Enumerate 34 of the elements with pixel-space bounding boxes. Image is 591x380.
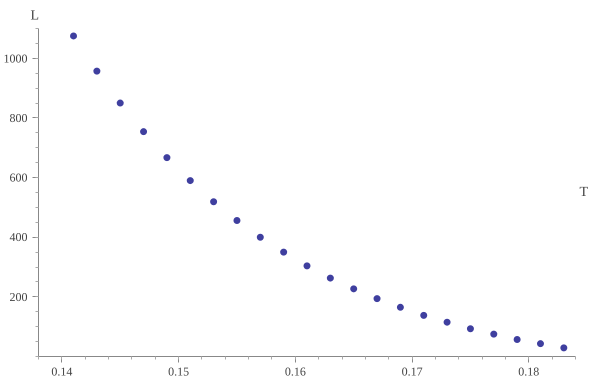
y-axis-title: L: [30, 8, 40, 24]
point: [70, 32, 78, 40]
point: [536, 340, 544, 348]
x-axis-title: T: [580, 185, 588, 200]
point: [233, 217, 240, 224]
point: [374, 295, 381, 302]
y-tick-label: 1000: [4, 51, 28, 66]
y-tick-label: 600: [10, 170, 28, 185]
point: [210, 198, 218, 206]
point: [350, 285, 358, 292]
point: [326, 274, 334, 282]
point: [396, 304, 404, 311]
x-tick-label: 0.14: [51, 364, 72, 378]
point: [280, 248, 288, 256]
point: [514, 336, 521, 343]
point: [420, 312, 428, 319]
point: [466, 325, 474, 332]
point: [163, 154, 170, 162]
x-tick-label: 0.16: [284, 364, 306, 378]
y-tick-label: 200: [10, 290, 28, 304]
y-tick-label: 400: [10, 230, 28, 244]
point: [140, 128, 148, 136]
point: [444, 318, 451, 326]
x-tick-label: 0.17: [402, 364, 423, 378]
x-tick-label: 0.18: [518, 364, 540, 378]
point: [186, 177, 194, 184]
point: [560, 344, 568, 352]
x-tick-label: 0.15: [168, 364, 190, 378]
point: [256, 234, 264, 241]
y-tick-label: 800: [10, 110, 28, 125]
point: [93, 68, 100, 75]
point: [490, 330, 498, 338]
point: [116, 100, 124, 107]
point: [304, 262, 310, 270]
